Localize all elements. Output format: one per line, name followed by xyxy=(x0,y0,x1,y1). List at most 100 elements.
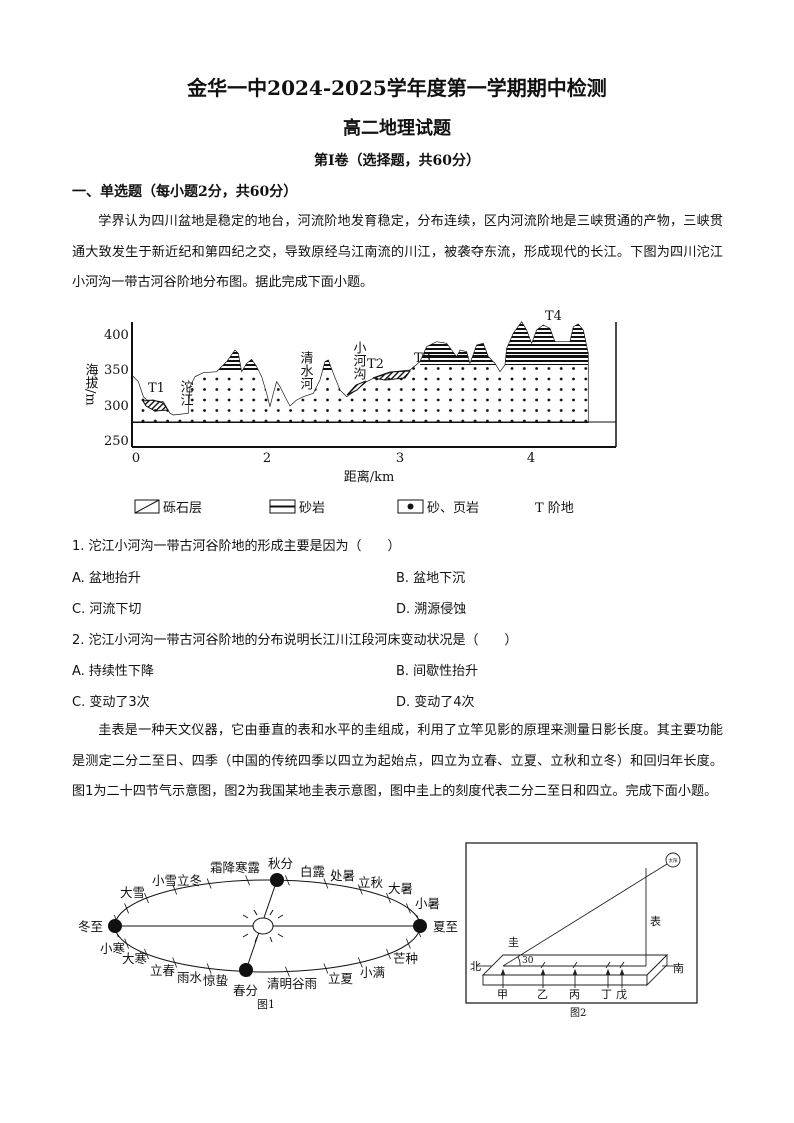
label-t1: T1 xyxy=(148,381,165,396)
sun-icon xyxy=(242,909,284,943)
mark-yi: 乙 xyxy=(537,988,548,1001)
orbit-tick xyxy=(416,926,422,938)
orbit-tick xyxy=(206,963,212,974)
exam-subtitle: 高二地理试题 xyxy=(343,118,451,139)
term-qingming-guyu: 清明谷雨 xyxy=(267,976,317,991)
orbit-tick xyxy=(406,903,411,914)
term-lixia: 立夏 xyxy=(328,971,354,986)
y-tick-label: 350 xyxy=(104,363,129,378)
term-dashu: 大暑 xyxy=(388,881,413,896)
orbit-tick xyxy=(144,892,149,904)
term-dongzhi: 冬至 xyxy=(78,919,103,934)
q1-option-d[interactable]: D. 溯源侵蚀 xyxy=(396,602,467,617)
term-liqiu: 立秋 xyxy=(358,875,384,890)
x-tick-label: 0 xyxy=(132,451,140,466)
north-label: 北 xyxy=(470,960,481,973)
gnomon-figure xyxy=(465,842,698,1004)
scale-mark xyxy=(540,961,546,969)
orbit-tick xyxy=(245,966,250,977)
axes xyxy=(131,322,617,448)
term-bailu: 白露 xyxy=(300,864,326,879)
sun-label: 太阳 xyxy=(669,857,678,864)
orbit-tick xyxy=(172,884,178,895)
scale-mark xyxy=(605,961,611,969)
orbit-tick xyxy=(357,884,363,895)
x-axis-label: 距离/km xyxy=(344,469,395,485)
orbit-tick xyxy=(124,938,129,949)
label-qingshui: 清水河 xyxy=(298,351,314,390)
legend-terrace: T 阶地 xyxy=(535,501,574,516)
orbit-tick xyxy=(386,892,391,904)
orbit-tick xyxy=(113,926,119,938)
volume-heading: 第Ⅰ卷（选择题，共60分） xyxy=(313,153,481,169)
x-tick-label: 3 xyxy=(396,451,404,466)
mark-jia: 甲 xyxy=(497,988,508,1001)
q1-option-a[interactable]: A. 盆地抬升 xyxy=(72,571,141,586)
section-heading: 一、单选题（每小题2分，共60分） xyxy=(72,184,298,200)
arrow-head xyxy=(619,968,625,975)
term-yushui: 雨水 xyxy=(177,970,203,985)
scale-mark xyxy=(619,961,625,969)
label-t2: T2 xyxy=(367,357,384,372)
sun-ray xyxy=(502,863,668,967)
south-label: 南 xyxy=(673,962,684,975)
term-xiazhi: 夏至 xyxy=(433,919,458,934)
arrow-head xyxy=(500,968,506,975)
orbit-tick xyxy=(285,966,290,977)
biao-label: 表 xyxy=(650,914,661,928)
orbit-tick xyxy=(206,878,212,889)
orbit-tick xyxy=(124,903,129,914)
term-xiaoman: 小满 xyxy=(360,965,385,980)
passage-2: 圭表是一种天文仪器，它由垂直的表和水平的圭组成，利用了立竿见影的原理来测量日影长… xyxy=(72,723,723,800)
term-xiaohan: 小寒 xyxy=(100,941,126,956)
y-tick-label: 300 xyxy=(104,399,129,414)
q1-option-b[interactable]: B. 盆地下沉 xyxy=(396,571,466,586)
x-tick-label: 4 xyxy=(527,451,535,466)
earth-orbit xyxy=(114,879,421,973)
q2-option-c[interactable]: C. 变动了3次 xyxy=(72,695,150,710)
label-t4: T4 xyxy=(545,309,562,324)
sun-circle xyxy=(665,852,681,868)
figure2-caption: 图2 xyxy=(570,1007,586,1019)
arrow-head xyxy=(605,968,611,975)
mark-wu: 戊 xyxy=(616,988,627,1001)
angle-label: 30 xyxy=(522,956,534,966)
sandstone-layer xyxy=(210,340,260,370)
legend-gravel: 砾石层 xyxy=(163,501,202,516)
figure1-caption: 图1 xyxy=(257,998,275,1011)
y-tick-label: 250 xyxy=(104,434,129,449)
term-daxue: 大雪 xyxy=(120,885,145,900)
term-chushu: 处暑 xyxy=(330,868,355,883)
terrace-profile-figure: 400 350 300 250 0 2 3 4 T1 T2 T3 T4 距离/km 海拔/m… xyxy=(83,309,617,516)
term-lichun: 立春 xyxy=(150,963,176,978)
orbit-tick xyxy=(323,963,329,974)
spring-equinox-dot xyxy=(239,963,253,977)
orbit-tick xyxy=(113,914,119,926)
term-xiaoshu: 小暑 xyxy=(415,896,440,911)
winter-solstice-dot xyxy=(108,919,122,933)
term-shuangjiang-hanlu: 霜降寒露 xyxy=(210,860,261,875)
orbit-tick xyxy=(416,914,422,926)
q2-option-b[interactable]: B. 间歇性抬升 xyxy=(396,664,479,679)
label-t3: T3 xyxy=(414,351,431,366)
orbit-tick xyxy=(245,875,250,886)
orbit-tick xyxy=(285,875,290,886)
q2-option-a[interactable]: A. 持续性下降 xyxy=(72,664,154,679)
scale-mark xyxy=(572,961,578,969)
mark-bing: 丙 xyxy=(569,988,580,1001)
term-qiufen: 秋分 xyxy=(268,856,293,871)
orbit-tick xyxy=(144,948,149,960)
label-tuojiang: 沱江 xyxy=(178,379,194,406)
term-xiaoxue-lidong: 小雪立冬 xyxy=(152,873,202,888)
y-axis-label: 海拔/m xyxy=(83,363,99,406)
orbit-tick xyxy=(172,957,178,968)
summer-solstice-dot xyxy=(413,919,427,933)
x-tick-label: 2 xyxy=(263,451,271,466)
question-2: 2. 沱江小河沟一带古河谷阶地的分布说明长江川江段河床变动状况是（ ） xyxy=(72,633,518,648)
arrow-head xyxy=(572,968,578,975)
passage-1: 学界认为四川盆地是稳定的地台，河流阶地发育稳定，分布连续，区内河流阶地是三峡贯通… xyxy=(72,214,723,291)
legend: 砾石层 砂岩 砂、页岩 T 阶地 xyxy=(134,499,574,516)
q1-option-c[interactable]: C. 河流下切 xyxy=(72,602,142,617)
orbit-tick xyxy=(357,957,363,968)
q2-option-d[interactable]: D. 变动了4次 xyxy=(396,695,475,710)
